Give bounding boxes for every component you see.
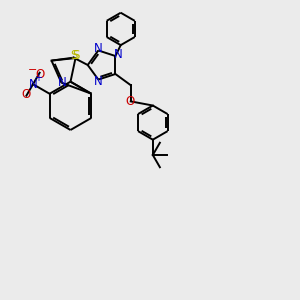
Text: N: N xyxy=(113,48,122,61)
Text: N: N xyxy=(58,76,66,89)
Text: −: − xyxy=(28,65,37,75)
Text: O: O xyxy=(22,88,31,101)
Text: S: S xyxy=(72,49,79,62)
Text: N: N xyxy=(94,75,103,88)
Text: +: + xyxy=(34,73,42,83)
Text: O: O xyxy=(125,95,135,108)
Text: O: O xyxy=(35,68,44,81)
Text: N: N xyxy=(94,42,103,55)
Text: S: S xyxy=(70,49,78,62)
Text: N: N xyxy=(28,78,38,91)
